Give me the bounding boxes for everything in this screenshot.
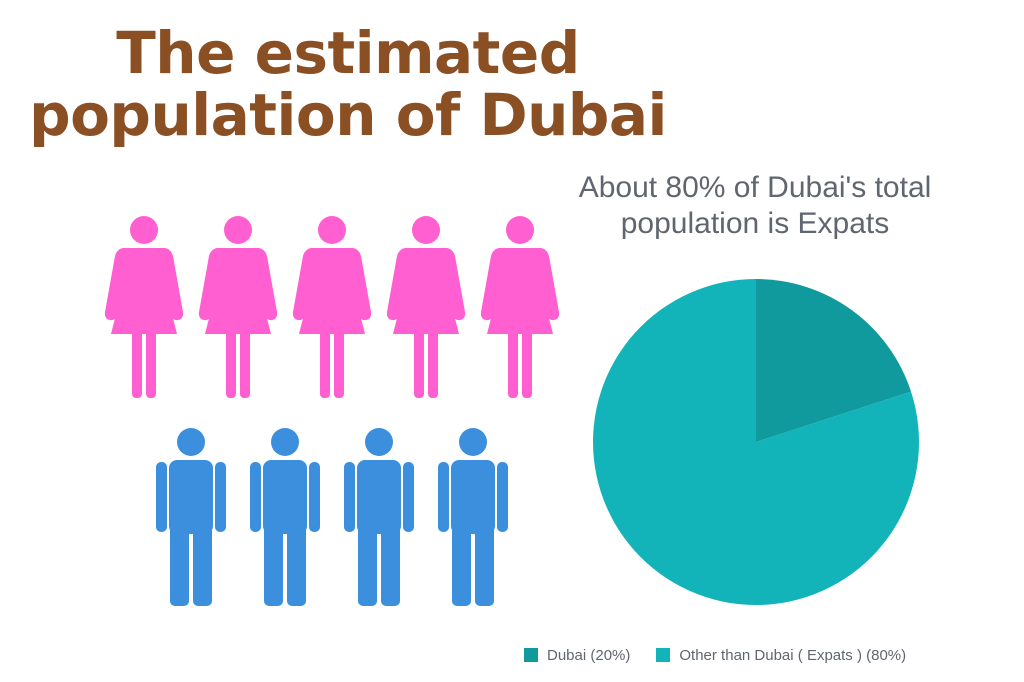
chart-title: About 80% of Dubai's total population is… [540,170,970,242]
pie-slice-1 [593,279,919,605]
page-title-line-2: population of Dubai [29,81,667,149]
legend-swatch-dubai [524,648,538,662]
population-icons [104,216,560,606]
female-person-icon [480,216,560,398]
legend-label-expats: Other than Dubai ( Expats ) (80%) [679,646,907,664]
page-title: The estimated population of Dubai [28,22,668,146]
pie-slice-0 [756,279,912,442]
female-person-icon [386,216,466,398]
chart-legend: Dubai (20%) Other than Dubai ( Expats ) … [524,644,932,666]
chart-title-line-2: population is Expats [620,207,890,240]
page-title-line-1: The estimated [116,19,580,87]
male-person-icon [438,428,508,606]
pie-chart [593,279,919,605]
female-icons-row [104,216,560,398]
female-person-icon [292,216,372,398]
legend-label-dubai: Dubai (20%) [547,646,631,664]
male-person-icon [344,428,414,606]
legend-swatch-expats [656,648,671,662]
legend-item-expats: Other than Dubai ( Expats ) (80%) [656,647,906,664]
male-icons-row [156,428,508,606]
male-person-icon [156,428,226,606]
chart-title-line-1: About 80% of Dubai's total [578,171,932,204]
female-person-icon [104,216,184,398]
male-person-icon [250,428,320,606]
female-person-icon [198,216,278,398]
legend-item-dubai: Dubai (20%) [524,647,630,664]
